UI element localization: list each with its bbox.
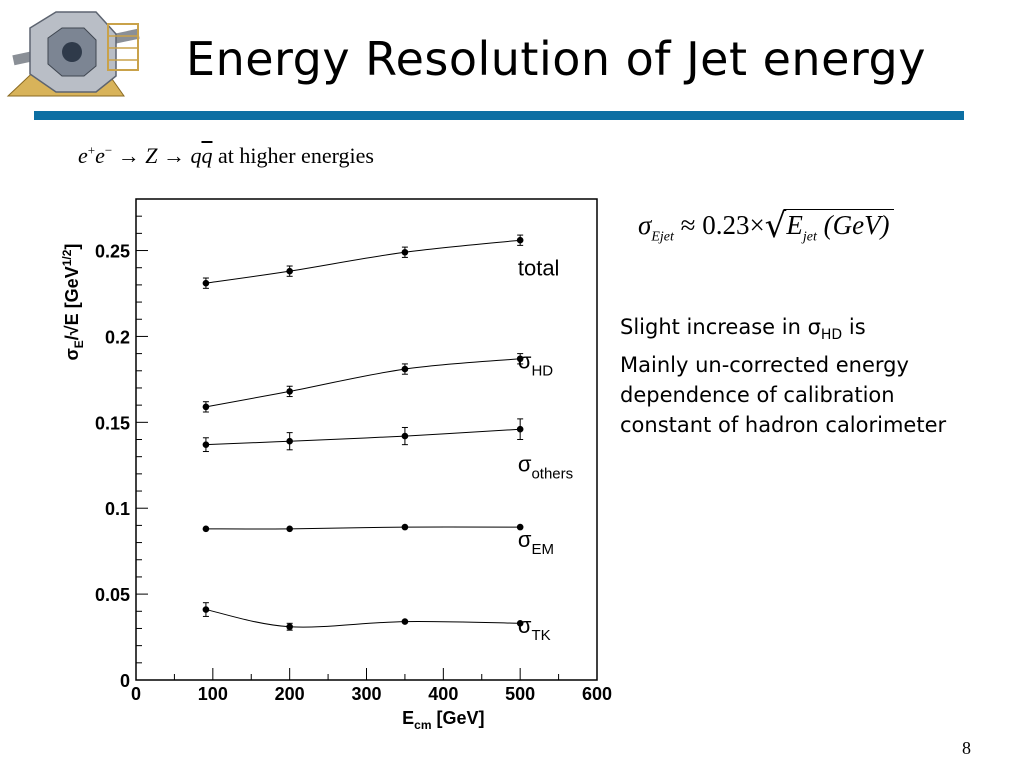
series-line [205, 609, 521, 628]
x-tick-label: 0 [131, 684, 141, 704]
series-label: total [518, 256, 560, 281]
data-point [516, 236, 524, 244]
note-line1-end: is [842, 315, 866, 339]
data-point [401, 248, 409, 256]
series-label: σEM [518, 527, 554, 558]
formula-sigma-sub: Ejet [651, 229, 674, 245]
formula-unit: (GeV) [816, 210, 890, 240]
y-tick-label: 0.05 [95, 585, 130, 605]
formula-coefficient: ≈ 0.23× [673, 210, 765, 240]
data-point [401, 365, 409, 373]
electron-charge: − [104, 142, 113, 158]
data-point [286, 437, 293, 445]
note-line2: Mainly un-corrected energy [620, 353, 909, 378]
data-point [286, 267, 293, 275]
data-point [202, 403, 210, 411]
y-tick-label: 0.1 [105, 499, 130, 519]
series-line [205, 428, 521, 446]
formula-radicand: Ejet (GeV) [784, 209, 894, 245]
series-line [205, 526, 521, 530]
y-tick-label: 0.25 [95, 242, 130, 262]
data-point [202, 441, 210, 448]
data-point [202, 279, 210, 287]
data-point [202, 606, 210, 613]
antiquark-symbol: q [201, 143, 213, 168]
formula-energy: E [786, 210, 803, 240]
note-line4: constant of hadron calorimeter [620, 413, 947, 438]
data-point [401, 618, 409, 625]
y-tick-label: 0.15 [95, 413, 130, 433]
positron-symbol: e [78, 143, 88, 168]
series-label: σHD [518, 348, 553, 379]
series-line [205, 358, 521, 408]
data-point [516, 523, 524, 531]
data-point [202, 525, 210, 533]
logo-scaffold [107, 23, 139, 71]
detector-logo [4, 4, 152, 108]
x-tick-label: 500 [505, 684, 535, 704]
formula-energy-sub: jet [802, 229, 817, 245]
x-tick-label: 600 [582, 684, 612, 704]
series-line [205, 239, 521, 284]
electron-symbol: e [95, 143, 105, 168]
formula-sigma: σ [638, 210, 652, 240]
data-point [286, 388, 293, 395]
data-point [516, 425, 524, 433]
y-tick-label: 0 [120, 671, 130, 691]
data-point [516, 620, 524, 627]
positron-charge: + [87, 142, 96, 158]
title-underline [34, 111, 964, 120]
quark-symbol: q [190, 143, 202, 168]
x-tick-label: 100 [198, 684, 228, 704]
x-axis-label: Ecm [GeV] [402, 708, 484, 732]
data-point [401, 432, 409, 440]
slide-title: Energy Resolution of Jet energy [186, 32, 926, 86]
x-tick-label: 300 [351, 684, 381, 704]
resolution-chart: 0 100 200 300 400 500 600 0 0.05 0.1 0.15 0.2 0.25 Ec… [60, 198, 612, 732]
process-arrow: → Z → [112, 143, 191, 168]
x-tick-label: 200 [275, 684, 305, 704]
logo-detector-center [62, 42, 82, 62]
resolution-formula: σEjet ≈ 0.23×√Ejet (GeV) [638, 206, 894, 246]
note-line3: dependence of calibration [620, 383, 895, 408]
data-point [516, 355, 524, 363]
data-point [286, 525, 293, 533]
series-label: σothers [518, 452, 573, 483]
x-tick-label: 400 [428, 684, 458, 704]
series-label: σTK [518, 613, 551, 644]
y-axis-label: σE/√E [GeV1/2] [60, 244, 86, 361]
note-sigma: σ [807, 315, 821, 339]
formula-radical: √ [764, 206, 787, 246]
process-suffix: at higher energies [212, 143, 374, 168]
page-number: 8 [962, 738, 971, 758]
note-sigma-sub: HD [820, 327, 843, 344]
data-point [286, 623, 293, 631]
observation-note: Slight increase in σHD is Mainly un-corre… [620, 312, 946, 440]
y-tick-label: 0.2 [105, 327, 130, 347]
note-line1-start: Slight increase in [620, 315, 808, 339]
process-description: e+e− → Z → qq at higher energies [78, 143, 374, 169]
data-point [401, 523, 409, 531]
